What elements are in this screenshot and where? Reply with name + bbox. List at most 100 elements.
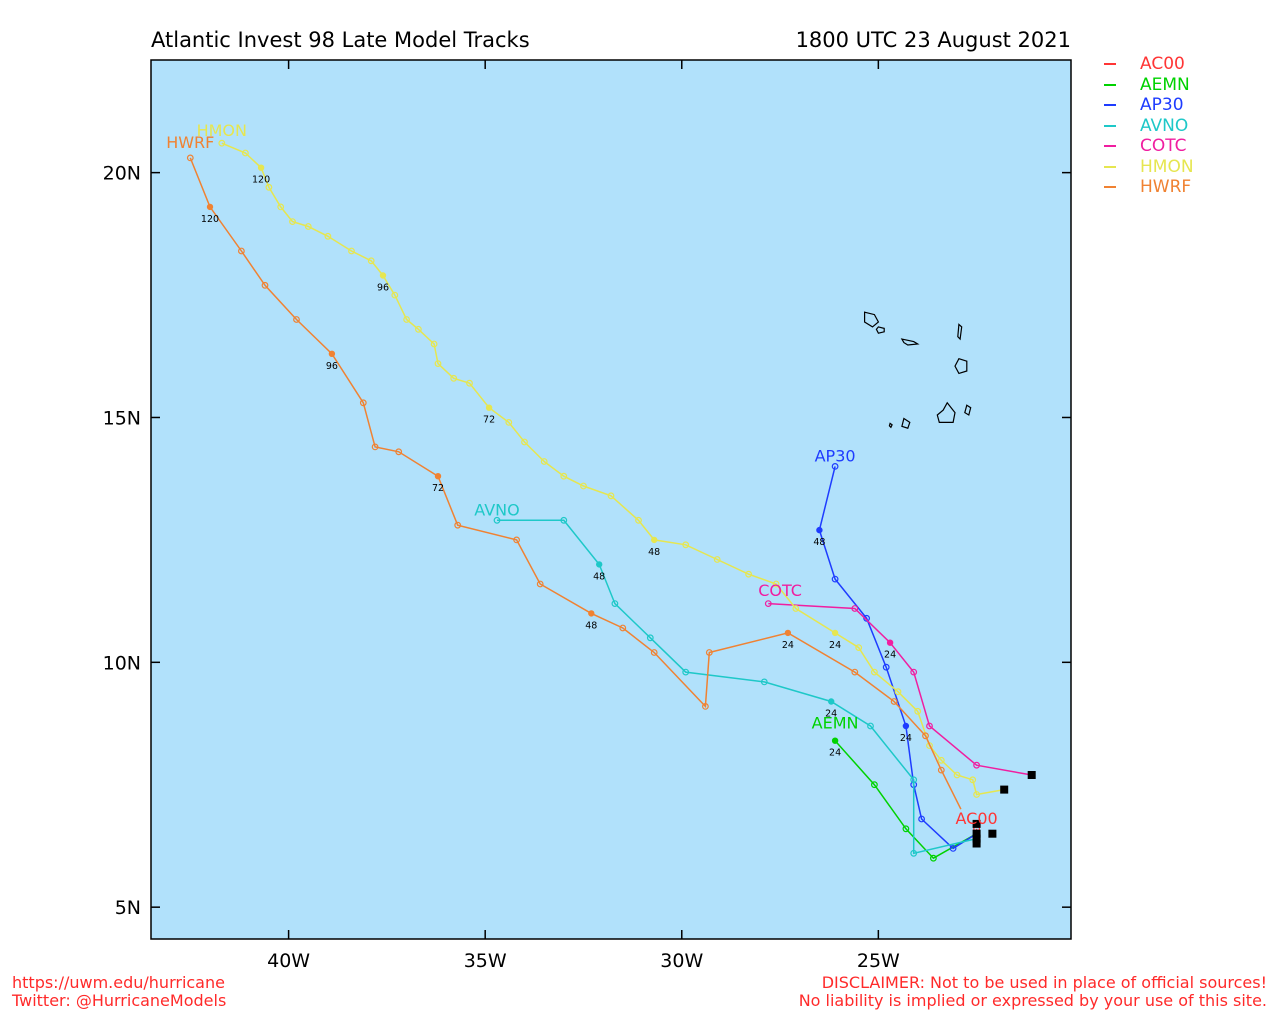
track-point [760,678,768,686]
forecast-hour-label: 120 [201,214,219,225]
forecast-hour-label: 48 [585,620,597,631]
track-point [485,404,493,411]
track-point [304,223,312,230]
forecast-hour-label: 72 [483,415,495,426]
track-point [521,438,528,446]
legend-item-hwrf: HWRF [1104,177,1194,198]
legend-item-hmon: HMON [1104,157,1194,178]
track-point [277,203,285,211]
track-line-cotc [768,602,1032,776]
track-point [871,781,878,789]
track-point [237,247,245,255]
track-point [949,845,957,852]
track-point [560,472,568,480]
track-point [328,350,336,357]
track-point [713,556,721,563]
track-point [379,272,387,279]
track-point [886,639,894,646]
footer-url[interactable]: https://uwm.edu/hurricane [12,973,225,992]
track-point [792,605,800,612]
track-point [324,232,332,240]
track-point [831,737,839,744]
forecast-hour-label: 120 [252,175,270,186]
disclaimer-line-2: No liability is implied or expressed by … [798,991,1267,1010]
track-point [391,291,399,299]
track-line-avno [497,519,977,855]
track-avno: 24 48 [493,516,977,857]
track-point [867,722,874,730]
track-line-hmon [221,142,1005,796]
track-point [930,854,937,862]
chart-timestamp: 1800 UTC 23 August 2021 [795,28,1071,52]
track-line-ap30 [818,466,977,850]
track-point [261,281,269,289]
track-point [371,443,379,451]
track-point [454,521,462,529]
forecast-hour-label: 48 [813,537,825,548]
legend-swatch [1104,124,1116,127]
track-point [536,580,544,588]
track-aemn: 24 [829,737,977,862]
track-point [926,722,933,730]
island-outline [964,404,972,416]
track-point [855,644,863,651]
track-point [973,761,980,769]
track-point [937,766,945,774]
track-point [816,526,823,534]
legend-swatch [1104,186,1116,189]
forecast-hour-label: 24 [782,640,794,651]
track-label-ac00: AC00 [955,809,997,828]
track-point [359,399,367,407]
x-tick-label: 25W [857,950,900,972]
track-point [682,541,690,549]
footer-credits: https://uwm.edu/hurricane Twitter: @Hurr… [12,974,226,1010]
island-outline [936,401,956,423]
footer-twitter[interactable]: Twitter: @HurricaneModels [12,991,227,1010]
island-outline [875,326,885,334]
track-point [513,536,520,544]
track-point [651,536,658,544]
y-tick-label: 20N [103,163,141,185]
legend-swatch [1104,83,1116,86]
initial-position-marker [972,834,981,843]
track-point [910,776,918,784]
footer-disclaimer: DISCLAIMER: Not to be used in place of o… [799,974,1267,1010]
track-point [619,624,627,632]
ocean-plot-area [150,59,1072,940]
track-point [682,668,690,676]
track-point [611,600,619,607]
track-point [257,164,265,171]
track-cotc: 24 [764,600,1032,776]
track-point [434,473,442,480]
track-point [831,629,839,637]
island-outline [957,323,963,341]
track-point [635,516,642,524]
track-point [772,580,780,588]
cape-verde-islands [863,311,972,429]
track-point [953,771,961,779]
track-point [434,360,442,368]
legend-item-aemn: AEMN [1104,75,1194,96]
track-point [289,218,296,226]
legend-swatch [1104,104,1116,107]
legend-item-cotc: COTC [1104,136,1194,157]
track-point [540,458,548,465]
track-point [588,610,595,617]
track-point [450,374,458,382]
track-point [969,776,977,784]
x-tick-label: 35W [464,950,507,972]
track-point [650,649,658,656]
track-line-hwrf [189,157,962,810]
legend-item-ap30: AP30 [1104,95,1194,116]
legend-swatch [1104,63,1116,66]
track-point [348,247,355,255]
y-tick-label: 5N [115,897,141,919]
legend: AC00 AEMN AP30 AVNO COTC HMON HWRF [1104,54,1194,198]
track-point [505,419,513,426]
legend-swatch [1104,165,1116,168]
track-point [596,561,603,568]
legend-label: AC00 [1140,54,1185,75]
forecast-hour-label: 24 [829,748,841,759]
initial-position-marker [1000,785,1009,794]
x-tick-label: 40W [267,950,310,972]
